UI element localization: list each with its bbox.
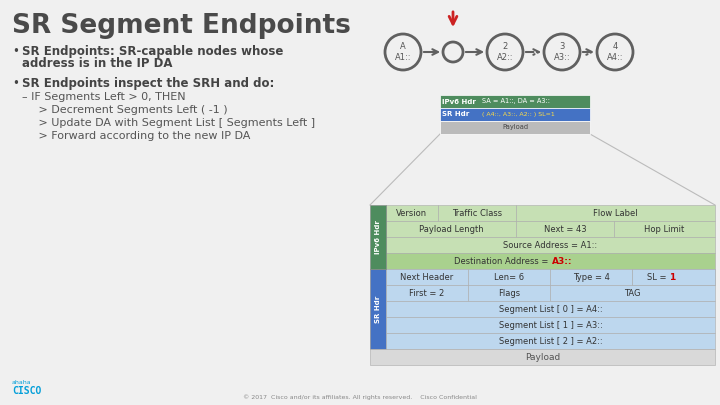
Text: Segment List [ 0 ] = A4::: Segment List [ 0 ] = A4::	[499, 305, 603, 313]
Text: ahaha: ahaha	[12, 381, 32, 386]
FancyBboxPatch shape	[386, 285, 468, 301]
FancyBboxPatch shape	[386, 237, 715, 253]
FancyBboxPatch shape	[386, 269, 468, 285]
FancyBboxPatch shape	[632, 269, 715, 285]
FancyBboxPatch shape	[440, 121, 590, 134]
Text: Hop Limit: Hop Limit	[644, 224, 685, 234]
Text: Next = 43: Next = 43	[544, 224, 586, 234]
Text: Flow Label: Flow Label	[593, 209, 638, 217]
Text: •: •	[12, 45, 19, 58]
Text: > Forward according to the new IP DA: > Forward according to the new IP DA	[28, 131, 251, 141]
Text: SL =: SL =	[647, 273, 670, 281]
FancyBboxPatch shape	[386, 205, 438, 221]
FancyBboxPatch shape	[370, 269, 386, 349]
Text: Type = 4: Type = 4	[572, 273, 609, 281]
Text: 3
A3::: 3 A3::	[554, 42, 570, 62]
Text: Payload: Payload	[502, 124, 528, 130]
Text: First = 2: First = 2	[410, 288, 445, 298]
Text: •: •	[12, 77, 19, 90]
Text: SA = A1::, DA = A3::: SA = A1::, DA = A3::	[482, 98, 550, 104]
Text: SR Hdr: SR Hdr	[442, 111, 469, 117]
FancyBboxPatch shape	[550, 269, 632, 285]
Text: 1: 1	[670, 273, 676, 281]
Text: SR Hdr: SR Hdr	[375, 295, 381, 323]
FancyBboxPatch shape	[632, 269, 715, 285]
Text: SR Segment Endpoints: SR Segment Endpoints	[12, 13, 351, 39]
FancyBboxPatch shape	[516, 221, 614, 237]
FancyBboxPatch shape	[370, 205, 386, 269]
Text: Traffic Class: Traffic Class	[452, 209, 502, 217]
FancyBboxPatch shape	[614, 221, 715, 237]
Text: address is in the IP DA: address is in the IP DA	[22, 57, 173, 70]
Text: A3::: A3::	[552, 256, 572, 266]
FancyBboxPatch shape	[468, 269, 550, 285]
Text: Next Header: Next Header	[400, 273, 454, 281]
FancyBboxPatch shape	[370, 349, 715, 365]
FancyBboxPatch shape	[440, 108, 590, 121]
Text: Flags: Flags	[498, 288, 520, 298]
Text: SR Endpoints inspect the SRH and do:: SR Endpoints inspect the SRH and do:	[22, 77, 274, 90]
FancyBboxPatch shape	[386, 253, 715, 269]
Text: > Update DA with Segment List [ Segments Left ]: > Update DA with Segment List [ Segments…	[28, 118, 315, 128]
Text: ( A4::, A3::, A2:: ) SL=1: ( A4::, A3::, A2:: ) SL=1	[482, 112, 554, 117]
FancyBboxPatch shape	[440, 95, 590, 108]
Text: 4
A4::: 4 A4::	[607, 42, 624, 62]
FancyBboxPatch shape	[550, 285, 715, 301]
FancyBboxPatch shape	[386, 317, 715, 333]
Text: Segment List [ 1 ] = A3::: Segment List [ 1 ] = A3::	[499, 320, 603, 330]
FancyBboxPatch shape	[386, 333, 715, 349]
Text: © 2017  Cisco and/or its affiliates. All rights reserved.    Cisco Confidential: © 2017 Cisco and/or its affiliates. All …	[243, 394, 477, 400]
Text: TAG: TAG	[624, 288, 641, 298]
Text: Payload: Payload	[525, 352, 560, 362]
Text: Version: Version	[397, 209, 428, 217]
Text: Payload Length: Payload Length	[419, 224, 483, 234]
Text: Len= 6: Len= 6	[494, 273, 524, 281]
FancyBboxPatch shape	[468, 285, 550, 301]
Text: SL = 1: SL = 1	[660, 273, 687, 281]
Text: CISCO: CISCO	[12, 386, 41, 396]
Text: – IF Segments Left > 0, THEN: – IF Segments Left > 0, THEN	[22, 92, 186, 102]
Text: IPv6 Hdr: IPv6 Hdr	[375, 220, 381, 254]
Text: Source Address = A1::: Source Address = A1::	[503, 241, 598, 249]
Text: > Decrement Segments Left ( -1 ): > Decrement Segments Left ( -1 )	[28, 105, 228, 115]
FancyBboxPatch shape	[438, 205, 516, 221]
FancyBboxPatch shape	[516, 205, 715, 221]
FancyBboxPatch shape	[386, 301, 715, 317]
Text: Segment List [ 2 ] = A2::: Segment List [ 2 ] = A2::	[499, 337, 603, 345]
Text: IPv6 Hdr: IPv6 Hdr	[442, 98, 476, 104]
Text: A
A1::: A A1::	[395, 42, 411, 62]
FancyBboxPatch shape	[386, 221, 516, 237]
Text: Destination Address =: Destination Address =	[454, 256, 551, 266]
Text: SR Endpoints: SR-capable nodes whose: SR Endpoints: SR-capable nodes whose	[22, 45, 284, 58]
Text: 2
A2::: 2 A2::	[497, 42, 513, 62]
